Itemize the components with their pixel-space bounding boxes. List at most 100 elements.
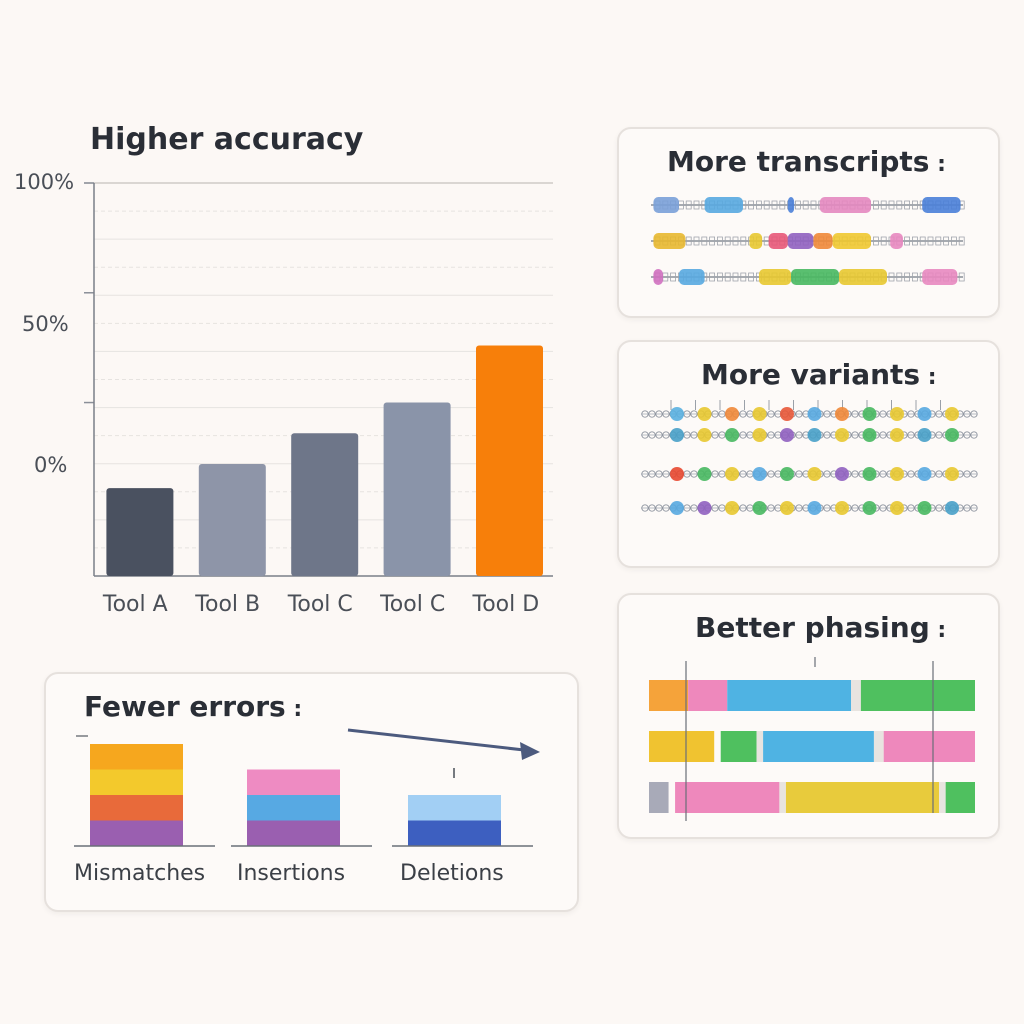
phasing-segment xyxy=(756,731,764,762)
accuracy-chart-title: Higher accuracy xyxy=(90,122,364,157)
transcript-tick xyxy=(911,272,918,282)
variant-base xyxy=(879,504,887,512)
transcript-exon xyxy=(749,233,763,249)
transcript-tick xyxy=(748,200,754,210)
phasing-segment xyxy=(688,680,728,711)
variant-base xyxy=(963,470,971,478)
variant-base xyxy=(970,431,978,439)
variant-base xyxy=(690,504,698,512)
trend-arrow xyxy=(347,728,525,752)
variant-dot xyxy=(780,467,794,481)
transcript-tick xyxy=(958,236,965,246)
transcript-tick xyxy=(919,236,926,246)
variant-base xyxy=(935,470,943,478)
transcript-tick xyxy=(740,236,747,246)
variant-dot xyxy=(752,428,767,442)
y-tick-label-0: 0% xyxy=(34,453,68,477)
variant-base xyxy=(711,410,719,418)
transcript-tick xyxy=(709,272,715,282)
transcript-tick xyxy=(771,200,778,210)
variant-base xyxy=(648,431,656,439)
variant-base xyxy=(879,470,887,478)
transcript-exon xyxy=(890,233,903,249)
phasing-panel: Better phasing : xyxy=(617,593,1000,839)
error-segment xyxy=(247,795,340,821)
variant-base xyxy=(655,410,663,418)
trend-arrow-head xyxy=(520,742,540,760)
error-segment xyxy=(90,744,183,770)
x-tick-label-5: Tool D xyxy=(472,592,540,617)
error-label-deletions: Deletions xyxy=(400,861,504,886)
variant-base xyxy=(739,431,747,439)
transcript-exon xyxy=(839,269,887,285)
variant-base xyxy=(767,470,775,478)
phasing-segment xyxy=(675,782,780,813)
variant-base xyxy=(907,410,915,418)
transcript-tick xyxy=(958,272,965,282)
variant-base xyxy=(739,410,747,418)
variant-base xyxy=(767,410,775,418)
variant-dot xyxy=(697,407,712,421)
transcript-tick xyxy=(724,272,731,282)
variant-base xyxy=(655,431,663,439)
variant-base xyxy=(648,410,656,418)
phasing-segment xyxy=(763,731,874,762)
transcript-tick xyxy=(709,236,715,246)
transcript-exon xyxy=(819,197,871,213)
phasing-segment xyxy=(785,782,940,813)
transcript-exon xyxy=(768,233,788,249)
variant-base xyxy=(935,431,943,439)
variant-dot xyxy=(725,407,739,421)
variant-dot xyxy=(670,501,684,515)
variant-base xyxy=(907,470,915,478)
transcript-tick xyxy=(911,236,918,246)
variant-base xyxy=(823,504,831,512)
transcript-exon xyxy=(787,233,814,249)
transcript-exon xyxy=(653,197,679,213)
transcript-exon xyxy=(653,269,663,285)
transcript-tick xyxy=(685,236,692,246)
variant-base xyxy=(641,470,649,478)
variant-dot xyxy=(945,428,959,442)
variant-base xyxy=(690,410,698,418)
x-tick-label-3: Tool C xyxy=(287,592,353,617)
transcript-tick xyxy=(794,200,801,210)
transcript-exon xyxy=(791,269,839,285)
transcript-exon xyxy=(922,197,961,213)
variant-base xyxy=(711,431,719,439)
transcript-tick xyxy=(888,200,895,210)
variant-rows xyxy=(641,400,978,515)
variant-base xyxy=(655,470,663,478)
variant-base xyxy=(690,470,698,478)
error-segment xyxy=(247,820,340,846)
bar-3 xyxy=(291,433,359,576)
transcript-tick xyxy=(904,272,911,282)
variant-dot xyxy=(807,428,822,442)
transcript-tick xyxy=(911,200,918,210)
transcript-tick xyxy=(763,200,770,210)
transcript-tick xyxy=(802,200,809,210)
variant-base xyxy=(823,410,831,418)
transcript-exon xyxy=(922,269,958,285)
variant-dot xyxy=(862,467,877,481)
transcript-exon xyxy=(832,233,871,249)
transcript-tick xyxy=(717,272,723,282)
phasing-segment xyxy=(649,680,689,711)
variant-dot xyxy=(917,407,932,421)
bar-1 xyxy=(106,488,174,576)
transcript-exon xyxy=(813,233,833,249)
variant-dot xyxy=(945,407,959,421)
variant-dot xyxy=(697,428,712,442)
bar-5 xyxy=(476,345,543,576)
variant-base xyxy=(662,504,670,512)
phasing-segment xyxy=(720,731,757,762)
transcript-tick xyxy=(896,200,903,210)
variant-dot xyxy=(725,428,739,442)
variant-dot xyxy=(780,407,794,421)
transcript-tick xyxy=(693,200,700,210)
variant-dot xyxy=(697,467,712,481)
variant-base xyxy=(970,504,978,512)
errors-panel: Fewer errors : Mismatches Insertions Del… xyxy=(44,672,579,912)
error-segment xyxy=(408,795,501,821)
variant-base xyxy=(662,431,670,439)
